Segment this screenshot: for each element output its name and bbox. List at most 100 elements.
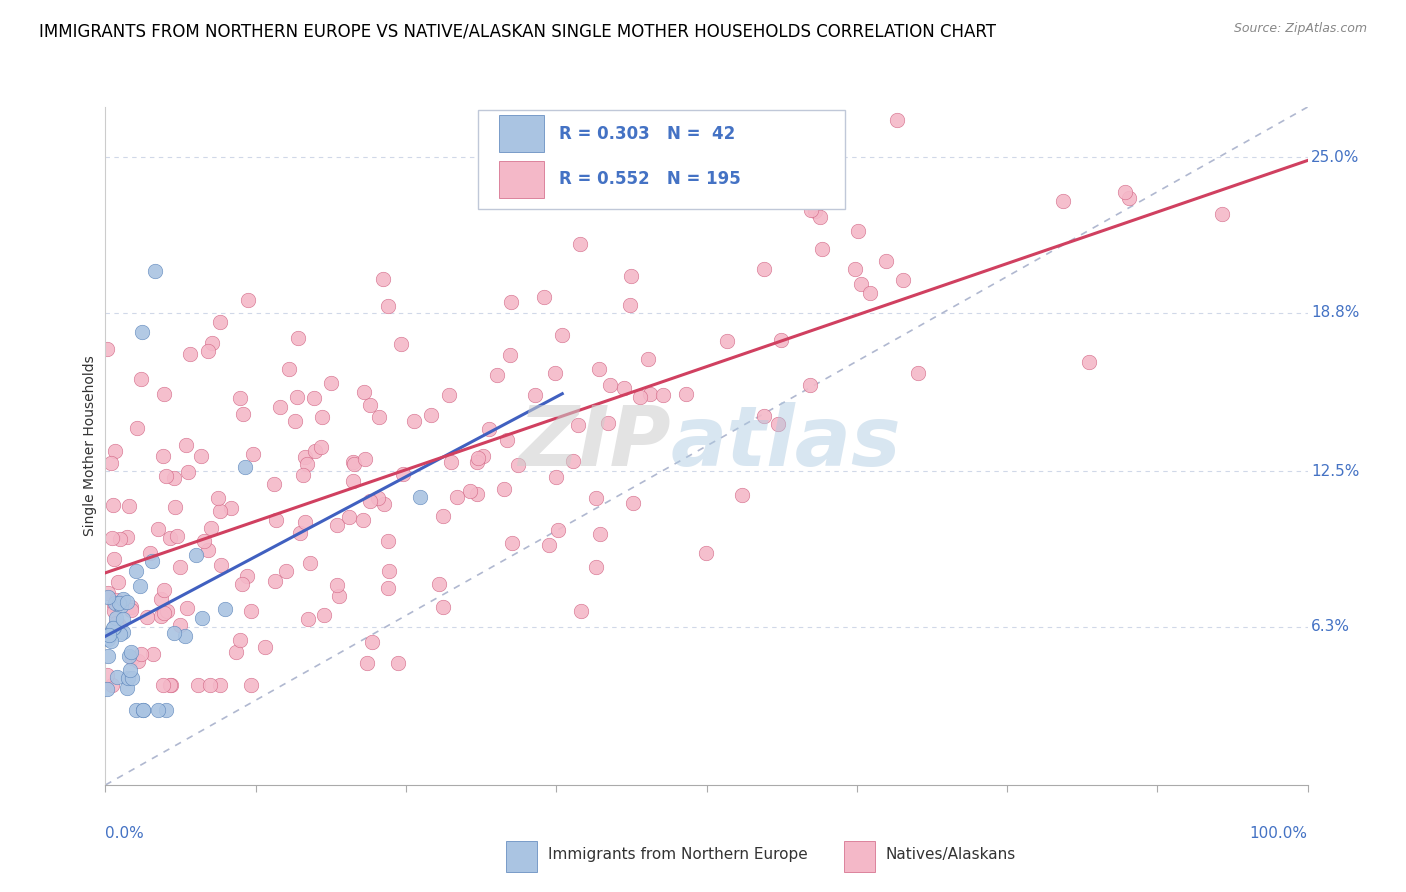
- Point: [236, 569, 259, 583]
- Bar: [499, 115, 544, 153]
- Point: [200, 677, 222, 691]
- Point: [146, 522, 169, 536]
- Point: [561, 454, 583, 468]
- Point: [197, 344, 219, 359]
- Point: [547, 523, 569, 537]
- Point: [568, 236, 591, 251]
- Point: [127, 653, 149, 667]
- Point: [800, 203, 823, 218]
- Point: [486, 368, 509, 382]
- Point: [125, 421, 148, 435]
- Point: [98, 628, 121, 642]
- Point: [770, 333, 793, 347]
- Point: [97, 586, 120, 600]
- Point: [371, 272, 394, 286]
- Point: [808, 211, 831, 225]
- Point: [432, 600, 454, 615]
- Point: [359, 398, 381, 412]
- Point: [638, 387, 661, 401]
- Point: [100, 624, 122, 639]
- Point: [100, 677, 122, 691]
- Point: [377, 534, 399, 549]
- Point: [238, 293, 260, 307]
- Point: [242, 447, 264, 461]
- Point: [1052, 194, 1074, 208]
- Point: [343, 457, 366, 471]
- Point: [314, 608, 336, 623]
- Point: [208, 504, 231, 518]
- Point: [294, 450, 316, 464]
- Point: [359, 494, 381, 508]
- Point: [110, 599, 132, 613]
- Point: [264, 513, 287, 527]
- Point: [105, 610, 128, 624]
- Point: [104, 444, 127, 458]
- Point: [637, 351, 659, 366]
- Point: [354, 452, 377, 467]
- Point: [153, 607, 176, 621]
- Point: [103, 619, 125, 633]
- FancyBboxPatch shape: [478, 111, 845, 209]
- Point: [506, 458, 529, 473]
- Point: [621, 495, 644, 509]
- Point: [342, 474, 364, 488]
- Point: [100, 456, 122, 470]
- Point: [891, 272, 914, 286]
- Point: [471, 450, 494, 464]
- Point: [233, 460, 256, 475]
- Point: [844, 262, 866, 277]
- Point: [120, 645, 142, 659]
- Point: [207, 491, 229, 505]
- Point: [97, 632, 120, 646]
- Point: [849, 277, 872, 291]
- Point: [465, 455, 488, 469]
- Point: [391, 467, 413, 481]
- Point: [96, 342, 118, 356]
- Text: 6.3%: 6.3%: [1312, 619, 1350, 634]
- Point: [875, 253, 897, 268]
- Point: [585, 491, 607, 506]
- Text: 25.0%: 25.0%: [1312, 150, 1360, 165]
- Point: [200, 521, 222, 535]
- Point: [886, 112, 908, 127]
- Point: [97, 591, 120, 605]
- Point: [120, 602, 142, 616]
- Point: [458, 484, 481, 499]
- Point: [121, 671, 143, 685]
- Point: [752, 262, 775, 277]
- Point: [1114, 185, 1136, 199]
- Point: [326, 578, 349, 592]
- Point: [118, 499, 141, 513]
- Point: [439, 388, 461, 402]
- Point: [101, 531, 124, 545]
- Point: [292, 468, 315, 483]
- Point: [465, 487, 488, 501]
- Point: [169, 617, 191, 632]
- Point: [567, 418, 589, 433]
- Point: [373, 496, 395, 510]
- Point: [420, 409, 443, 423]
- Point: [352, 513, 374, 527]
- Point: [103, 598, 125, 612]
- Point: [231, 577, 253, 591]
- Point: [328, 589, 350, 603]
- Point: [598, 416, 620, 430]
- Point: [115, 530, 138, 544]
- Point: [111, 592, 134, 607]
- Point: [544, 470, 567, 484]
- Point: [859, 286, 882, 301]
- Point: [613, 380, 636, 394]
- Point: [159, 677, 181, 691]
- Point: [498, 348, 520, 362]
- Point: [163, 471, 186, 485]
- Point: [219, 501, 242, 516]
- Point: [274, 564, 297, 578]
- Point: [142, 647, 165, 661]
- Point: [111, 612, 134, 626]
- Point: [159, 531, 181, 545]
- Point: [146, 703, 169, 717]
- Point: [105, 616, 128, 631]
- Point: [129, 647, 152, 661]
- Point: [143, 264, 166, 278]
- Point: [115, 595, 138, 609]
